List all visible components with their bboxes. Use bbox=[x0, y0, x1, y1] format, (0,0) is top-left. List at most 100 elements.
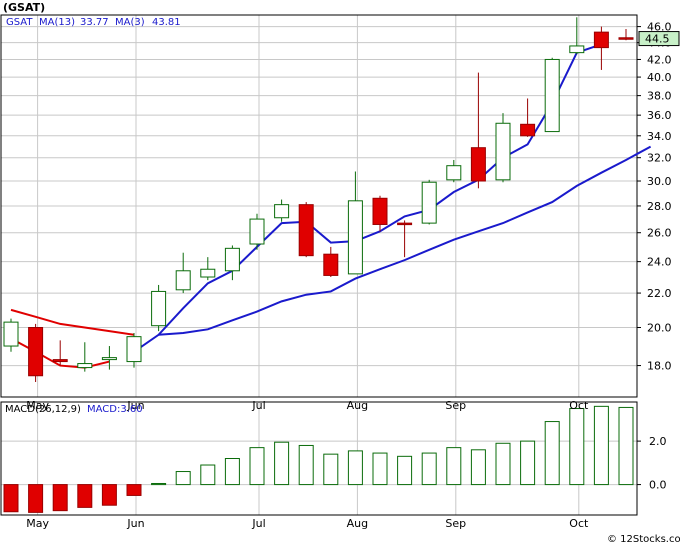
macd-bar bbox=[249, 447, 265, 486]
macd-bar bbox=[151, 482, 167, 486]
candle-body bbox=[520, 123, 536, 137]
last-price-tag-label: 44.5 bbox=[645, 33, 670, 46]
grid-layer bbox=[1, 15, 637, 515]
moving-average-line bbox=[158, 145, 652, 336]
macd-y-tick-label: 0.0 bbox=[649, 479, 667, 492]
candle bbox=[421, 179, 437, 225]
candle bbox=[347, 171, 363, 275]
macd-layer bbox=[3, 405, 634, 513]
price-x-tick-label: Jun bbox=[126, 399, 144, 412]
candle bbox=[101, 346, 117, 370]
macd-bar bbox=[569, 408, 585, 486]
macd-bar bbox=[52, 484, 68, 512]
price-x-tick-label: May bbox=[26, 399, 49, 412]
legend-ma3-label: MA(3) bbox=[115, 17, 145, 28]
macd-value-label: MACD:3.60 bbox=[87, 404, 143, 415]
price-x-tick-label: Sep bbox=[445, 399, 466, 412]
moving-average-layer bbox=[10, 43, 652, 369]
candle-body bbox=[77, 363, 93, 369]
macd-y-tick-label: 2.0 bbox=[649, 435, 667, 448]
macd-bar bbox=[77, 484, 93, 508]
watermark: © 12Stocks.com bbox=[607, 534, 680, 545]
candle-body bbox=[323, 253, 339, 276]
macd-x-tick-label: Jun bbox=[126, 517, 144, 530]
price-x-tick-label: Jul bbox=[251, 399, 265, 412]
candle-body bbox=[470, 147, 486, 182]
moving-average-line bbox=[133, 43, 602, 353]
price-y-tick-label: 38.0 bbox=[647, 90, 672, 103]
candle bbox=[298, 202, 314, 258]
candle bbox=[544, 57, 560, 133]
price-y-tick-label: 46.0 bbox=[647, 21, 672, 34]
candle-body bbox=[495, 122, 511, 181]
candle bbox=[593, 26, 609, 70]
candle bbox=[3, 318, 19, 352]
macd-bar bbox=[200, 464, 216, 486]
ticker-title: (GSAT) bbox=[3, 1, 45, 14]
candle bbox=[372, 195, 388, 232]
candle bbox=[200, 257, 216, 281]
price-y-tick-label: 32.0 bbox=[647, 152, 672, 165]
candle-body bbox=[347, 200, 363, 275]
candle bbox=[126, 332, 142, 368]
price-y-tick-label: 42.0 bbox=[647, 53, 672, 66]
candle-body bbox=[298, 204, 314, 257]
candle-body bbox=[569, 45, 585, 54]
candle-body bbox=[618, 37, 634, 40]
candle bbox=[495, 113, 511, 183]
legend-ma13-label: MA(13) bbox=[39, 17, 75, 28]
candle-body bbox=[544, 58, 560, 133]
candle bbox=[323, 246, 339, 278]
macd-x-tick-label: Jul bbox=[251, 517, 265, 530]
macd-x-tick-label: Aug bbox=[347, 517, 368, 530]
macd-bar bbox=[28, 484, 44, 513]
price-y-tick-label: 34.0 bbox=[647, 130, 672, 143]
candle-body bbox=[3, 321, 19, 347]
macd-bar bbox=[372, 452, 388, 486]
macd-bar bbox=[470, 449, 486, 486]
macd-bar bbox=[421, 452, 437, 486]
macd-label: MACD(26,12,9) bbox=[5, 404, 81, 415]
price-y-tick-label: 36.0 bbox=[647, 109, 672, 122]
candle-body bbox=[372, 197, 388, 225]
legend-ma13-value: 33.77 bbox=[80, 17, 109, 28]
macd-bar bbox=[101, 484, 117, 506]
candle bbox=[52, 340, 68, 366]
macd-bar bbox=[495, 442, 511, 486]
macd-bar bbox=[175, 471, 191, 486]
price-y-tick-label: 40.0 bbox=[647, 71, 672, 84]
price-x-tick-label: Oct bbox=[569, 399, 589, 412]
macd-panel-frame bbox=[0, 401, 638, 516]
candle bbox=[470, 72, 486, 189]
macd-bar bbox=[544, 421, 560, 486]
macd-bar bbox=[224, 458, 240, 486]
macd-bar bbox=[298, 444, 314, 486]
macd-bar bbox=[520, 440, 536, 486]
candle-body bbox=[224, 247, 240, 272]
axis-layer: 18.0 20.0 22.0 24.0 26.0 28.0 30.0 32.0 34.0 36.0… bbox=[26, 21, 680, 530]
candle-layer bbox=[3, 17, 634, 382]
candle bbox=[569, 17, 585, 55]
last-price-tag bbox=[638, 31, 680, 47]
candle-body bbox=[397, 222, 413, 226]
moving-average-line bbox=[10, 308, 135, 336]
candle bbox=[520, 98, 536, 137]
candle-body bbox=[151, 290, 167, 327]
price-y-tick-label: 26.0 bbox=[647, 227, 672, 240]
candle bbox=[175, 252, 191, 294]
macd-bar bbox=[593, 405, 609, 486]
frame-layer bbox=[0, 14, 638, 516]
candle bbox=[274, 199, 290, 222]
candle bbox=[77, 342, 93, 372]
candle bbox=[446, 159, 462, 183]
price-x-tick-label: Aug bbox=[347, 399, 368, 412]
macd-bar bbox=[3, 484, 19, 513]
candle bbox=[224, 245, 240, 281]
candle-body bbox=[52, 359, 68, 363]
price-y-tick-label: 20.0 bbox=[647, 322, 672, 335]
macd-bar bbox=[126, 484, 142, 496]
macd-bar bbox=[397, 455, 413, 486]
price-y-tick-label: 18.0 bbox=[647, 360, 672, 373]
candle bbox=[618, 28, 634, 41]
